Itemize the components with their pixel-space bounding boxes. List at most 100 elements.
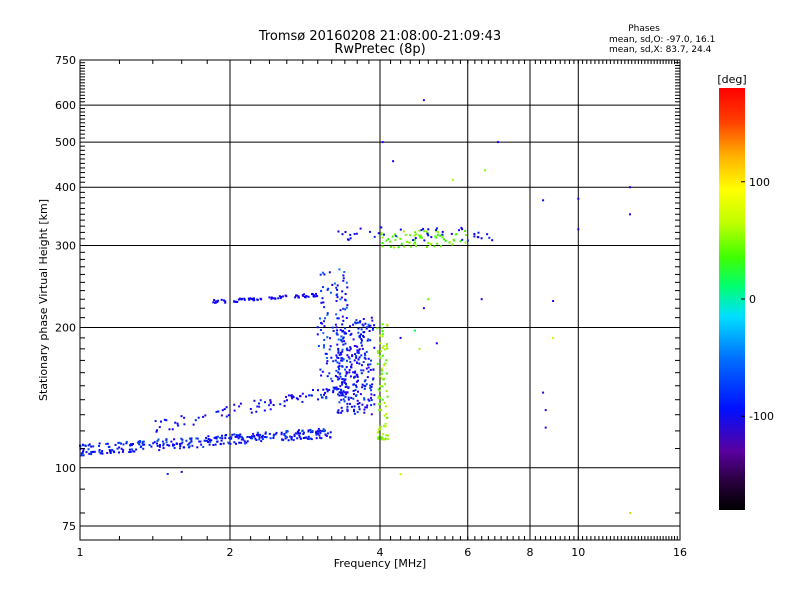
data-point [377, 435, 380, 438]
data-point [367, 370, 370, 373]
data-point [205, 436, 208, 439]
data-point [354, 345, 357, 347]
data-point [305, 395, 307, 398]
data-point [250, 298, 253, 300]
data-point [342, 358, 345, 361]
data-point [461, 238, 464, 241]
data-point [278, 295, 281, 298]
data-point [335, 386, 338, 389]
data-point [217, 299, 220, 302]
data-point [182, 446, 185, 449]
data-point [222, 299, 225, 302]
data-point [444, 239, 447, 242]
data-point [441, 236, 444, 239]
data-point [367, 366, 370, 369]
data-point [259, 399, 262, 402]
data-point [349, 333, 352, 336]
data-point [180, 415, 183, 418]
data-point [178, 443, 181, 445]
data-point [345, 393, 348, 395]
data-point [311, 430, 314, 433]
data-point [159, 444, 161, 446]
data-point [255, 410, 258, 413]
data-point [336, 329, 338, 332]
data-point [409, 245, 412, 248]
data-point [399, 237, 402, 240]
data-point [171, 428, 174, 431]
data-point [106, 452, 109, 454]
data-point [378, 389, 381, 392]
chart-subtitle: RwPretec (8p) [334, 42, 425, 57]
data-point [357, 390, 359, 393]
data-point [335, 369, 338, 372]
data-point [342, 337, 345, 340]
data-point [233, 433, 236, 436]
data-point [383, 414, 386, 417]
data-point [81, 444, 84, 447]
data-point [379, 397, 382, 400]
data-point [355, 356, 358, 359]
data-point [418, 347, 421, 350]
data-point [315, 431, 318, 434]
data-point [268, 404, 271, 407]
data-point [434, 235, 437, 238]
data-point [358, 405, 361, 408]
data-point [325, 396, 328, 399]
data-point [337, 409, 340, 412]
data-point [336, 288, 339, 291]
data-point [378, 355, 381, 357]
data-point [321, 297, 324, 300]
data-point [135, 448, 138, 451]
data-point [283, 404, 286, 407]
data-point [346, 354, 349, 357]
data-point [363, 398, 366, 401]
data-point [294, 296, 297, 299]
data-point [230, 437, 233, 440]
data-point [231, 433, 234, 436]
data-point [143, 443, 146, 446]
data-point [360, 369, 363, 372]
data-point [363, 397, 366, 400]
data-point [341, 383, 344, 386]
data-point [346, 371, 349, 374]
data-point [233, 441, 236, 444]
data-point [311, 293, 313, 296]
data-point [279, 403, 282, 406]
data-point [336, 376, 339, 379]
y-tick-label: 400 [55, 181, 76, 194]
data-point [339, 298, 342, 301]
data-point [371, 319, 374, 322]
data-point [380, 377, 383, 380]
data-point [413, 234, 416, 237]
data-point [341, 315, 344, 318]
data-point [234, 435, 237, 438]
data-point [307, 429, 310, 432]
data-point [315, 433, 318, 436]
data-point [240, 435, 243, 438]
data-point [497, 141, 499, 144]
data-point [355, 394, 358, 397]
data-point [380, 350, 382, 353]
data-point [347, 396, 350, 399]
data-point [380, 233, 383, 236]
data-point [355, 373, 358, 376]
data-point [384, 425, 387, 428]
data-point [125, 440, 128, 443]
data-point [413, 329, 416, 332]
data-point [82, 450, 85, 453]
data-point [344, 308, 347, 311]
data-point [297, 295, 300, 298]
data-point [380, 231, 383, 234]
data-point [370, 359, 372, 362]
data-point [422, 227, 425, 230]
data-point [228, 437, 231, 440]
data-point [343, 331, 346, 334]
data-point [268, 296, 271, 299]
data-point [286, 430, 289, 433]
data-point [299, 432, 302, 435]
data-point [380, 436, 383, 439]
data-point [321, 396, 324, 399]
data-point [321, 271, 324, 274]
data-point [349, 237, 352, 240]
data-point [346, 349, 349, 352]
